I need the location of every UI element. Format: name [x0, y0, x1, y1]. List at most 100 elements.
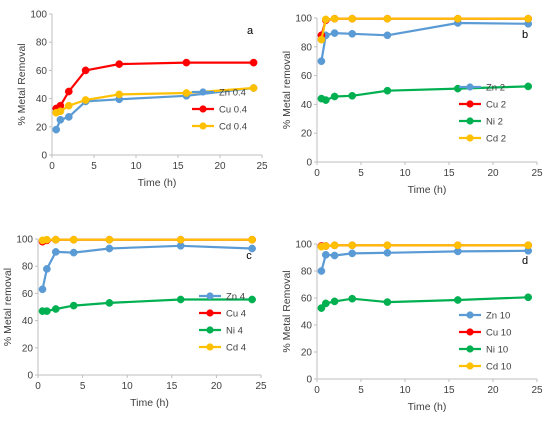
- data-point: [81, 66, 90, 75]
- data-point: [43, 265, 51, 273]
- data-point: [330, 92, 339, 101]
- legend-label: Cd 0.4: [219, 122, 247, 133]
- data-point: [105, 299, 114, 307]
- series-zn: [317, 19, 533, 66]
- x-tick-label: 15: [443, 168, 455, 179]
- series-line: [320, 21, 529, 62]
- panel-letter: a: [247, 25, 254, 37]
- x-tick-label: 10: [130, 161, 142, 172]
- y-tick-label: 100: [16, 235, 33, 246]
- data-point: [321, 250, 330, 259]
- legend-marker: [206, 343, 214, 351]
- legend-marker: [466, 311, 474, 319]
- y-tick-label: 80: [301, 42, 313, 53]
- legend-item: Zn 0.4: [192, 88, 246, 99]
- series-zn: [317, 246, 533, 275]
- legend: Zn 10 Cu 10 Ni 10 Cd 10: [459, 311, 511, 373]
- x-tick-label: 25: [255, 381, 267, 392]
- data-point: [38, 285, 47, 294]
- data-point: [176, 235, 185, 244]
- data-point: [182, 58, 191, 67]
- legend-item: Cu 10: [459, 328, 511, 339]
- chart-panel-a: 0 20 40 60 80 100 0 5 10 15 20 25 Time (h) % Metal Re…: [16, 10, 268, 190]
- legend-item: Cu 4: [199, 309, 246, 320]
- legend-label: Cd 4: [226, 343, 246, 354]
- legend-label: Cu 10: [486, 328, 511, 339]
- data-point: [321, 242, 330, 250]
- legend: Zn 0.4 Cu 0.4 Cd 0.4: [192, 88, 247, 133]
- x-tick-label: 20: [487, 385, 499, 396]
- y-tick-label: 60: [301, 71, 313, 82]
- data-point: [453, 241, 462, 250]
- legend-item: Zn 10: [459, 311, 510, 322]
- data-point: [348, 249, 357, 258]
- x-tick-label: 0: [314, 385, 320, 396]
- legend-label: Cu 4: [226, 309, 246, 320]
- legend-marker: [199, 105, 207, 113]
- x-tick-label: 15: [443, 385, 455, 396]
- y-tick-label: 60: [22, 289, 34, 300]
- y-tick-label: 100: [295, 14, 312, 25]
- y-tick-label: 40: [36, 94, 48, 105]
- data-point: [249, 58, 258, 67]
- y-tick-label: 0: [306, 158, 312, 169]
- legend-label: Cd 2: [486, 134, 506, 145]
- legend-marker: [199, 122, 207, 130]
- data-point: [330, 14, 339, 23]
- data-point: [330, 297, 339, 306]
- x-tick-label: 10: [399, 385, 411, 396]
- panel-letter: c: [246, 250, 252, 262]
- y-tick-label: 0: [306, 375, 312, 386]
- legend-marker: [466, 134, 474, 142]
- data-point: [317, 304, 326, 312]
- legend-marker: [466, 83, 474, 91]
- data-point: [321, 15, 330, 24]
- y-tick-label: 100: [295, 240, 312, 251]
- data-point: [524, 82, 533, 91]
- data-point: [317, 267, 326, 275]
- data-point: [248, 244, 256, 253]
- panel-letter: d: [522, 255, 528, 267]
- legend-item: Cd 0.4: [192, 122, 247, 133]
- chart-panel-b: 0 20 40 60 80 100 0 5 10 15 20 25 Time (h) % Metal re…: [281, 14, 543, 197]
- series-cd: [317, 14, 533, 44]
- legend-item: Ni 2: [459, 117, 503, 128]
- data-point: [348, 14, 357, 23]
- legend: Zn 2 Cu 2 Ni 2 Cd 2: [459, 83, 506, 145]
- data-point: [105, 235, 114, 244]
- series-ni: [317, 82, 533, 104]
- data-point: [105, 244, 114, 253]
- data-point: [330, 241, 339, 250]
- legend-marker: [466, 345, 474, 353]
- data-point: [383, 298, 392, 306]
- y-tick-label: 60: [301, 294, 313, 305]
- data-point: [453, 14, 462, 23]
- legend-label: Ni 4: [226, 326, 243, 337]
- legend-label: Ni 2: [486, 117, 503, 128]
- x-tick-label: 0: [49, 161, 55, 172]
- x-tick-label: 25: [256, 161, 268, 172]
- y-tick-label: 20: [36, 122, 48, 133]
- legend-marker: [466, 328, 474, 336]
- data-point: [69, 235, 78, 244]
- legend-item: Cd 4: [199, 343, 246, 354]
- data-point: [52, 125, 61, 134]
- x-tick-label: 20: [214, 161, 226, 172]
- legend-marker: [206, 292, 214, 300]
- x-tick-label: 5: [91, 161, 97, 172]
- legend-label: Cu 0.4: [219, 105, 247, 116]
- data-point: [248, 295, 256, 304]
- data-point: [176, 295, 185, 304]
- x-tick-label: 15: [172, 161, 184, 172]
- data-point: [524, 241, 533, 250]
- x-tick-label: 10: [399, 168, 411, 179]
- data-point: [453, 296, 462, 304]
- series-ni: [317, 293, 533, 312]
- legend-label: Zn 4: [226, 292, 245, 303]
- data-point: [64, 101, 73, 110]
- data-point: [383, 14, 392, 23]
- data-point: [69, 248, 78, 257]
- data-point: [115, 90, 124, 99]
- y-tick-label: 0: [27, 371, 33, 382]
